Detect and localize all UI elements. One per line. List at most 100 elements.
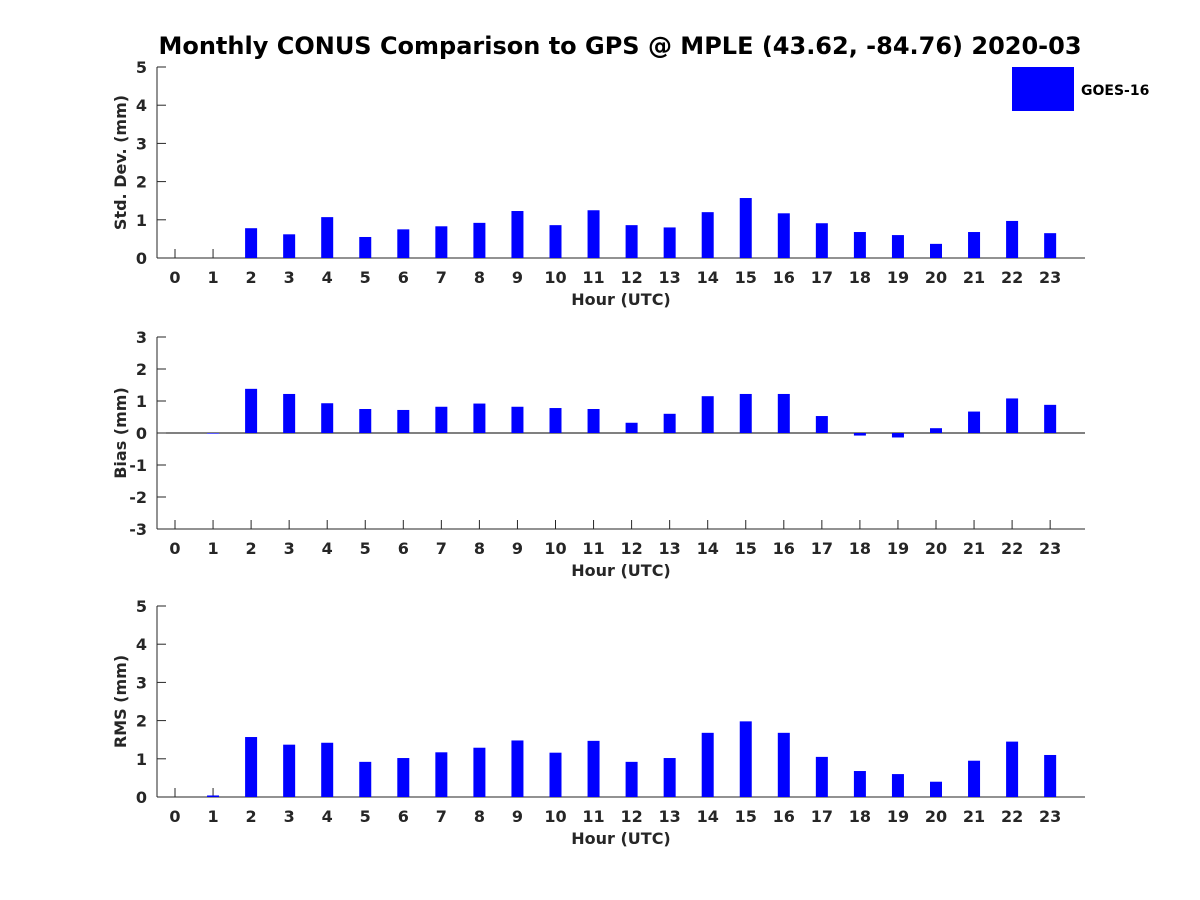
x-tick-label: 10 [544,268,566,287]
x-tick-label: 22 [1001,268,1023,287]
bar [815,416,828,433]
bar [473,403,486,433]
y-tick-label: 3 [136,328,147,347]
x-tick-label: 19 [887,268,909,287]
x-tick-label: 18 [849,268,871,287]
bar [549,225,562,258]
x-tick-label: 9 [512,268,523,287]
bar [473,222,486,258]
x-tick-label: 22 [1001,807,1023,826]
x-tick-label: 23 [1039,807,1061,826]
bar [663,413,676,433]
legend: GOES-16 [1012,67,1149,111]
y-axis-label: RMS (mm) [111,655,130,748]
bar [1044,233,1057,258]
x-tick-label: 4 [322,539,333,558]
x-tick-label: 15 [735,539,757,558]
bar [245,388,258,433]
bar [435,226,448,258]
y-tick-label: 2 [136,712,147,731]
bar [283,393,296,433]
x-tick-label: 17 [811,268,833,287]
bar [777,732,790,797]
y-axis-label: Bias (mm) [111,387,130,479]
y-tick-label: 1 [136,750,147,769]
x-tick-label: 11 [582,539,604,558]
bar [930,243,942,258]
x-tick-label: 6 [398,268,409,287]
bar [815,223,828,258]
x-tick-label: 19 [887,539,909,558]
bar [930,781,942,797]
y-tick-label: 3 [136,134,147,153]
x-tick-label: 13 [659,539,681,558]
x-tick-label: 3 [284,268,295,287]
bar [283,744,296,797]
x-tick-label: 14 [697,539,719,558]
y-tick-label: -1 [129,456,147,475]
x-tick-label: 23 [1039,539,1061,558]
x-axis-label: Hour (UTC) [571,290,671,309]
bar [587,210,600,258]
chart-title: Monthly CONUS Comparison to GPS @ MPLE (… [158,32,1081,60]
bar [1006,220,1019,258]
bar [930,428,942,433]
y-tick-label: 4 [136,96,147,115]
bar [1044,404,1057,433]
bar [207,795,220,797]
x-tick-label: 19 [887,807,909,826]
bar [968,232,981,258]
bar [511,406,524,433]
bar [321,217,334,258]
bar [815,756,828,797]
x-tick-label: 4 [322,807,333,826]
bar [283,234,296,258]
bar [625,422,638,433]
x-tick-label: 12 [620,268,642,287]
bar [739,393,752,433]
y-tick-label: 1 [136,392,147,411]
x-tick-label: 11 [582,268,604,287]
bar [359,761,372,797]
bar [891,433,904,438]
bar [968,411,981,433]
x-tick-label: 21 [963,268,985,287]
bar [701,732,714,797]
y-tick-label: 0 [136,788,147,807]
y-tick-label: 0 [136,249,147,268]
x-tick-label: 9 [512,807,523,826]
bar [625,761,638,797]
x-tick-label: 2 [246,268,257,287]
x-tick-label: 13 [659,807,681,826]
bar [701,212,714,258]
bar [968,760,981,797]
bar [511,740,524,797]
x-tick-label: 21 [963,807,985,826]
x-tick-label: 17 [811,539,833,558]
x-tick-label: 6 [398,539,409,558]
x-tick-label: 16 [773,268,795,287]
x-tick-label: 10 [544,807,566,826]
x-tick-label: 15 [735,268,757,287]
x-tick-label: 20 [925,807,947,826]
x-tick-label: 1 [207,539,218,558]
bar [207,433,220,434]
x-tick-label: 12 [620,539,642,558]
x-axis-label: Hour (UTC) [571,561,671,580]
x-tick-label: 21 [963,539,985,558]
bar [321,403,334,433]
legend-swatch-goes-16 [1012,67,1074,111]
x-tick-label: 2 [246,539,257,558]
bar [891,235,904,258]
bar [739,721,752,797]
bar [1006,398,1019,433]
x-tick-label: 16 [773,539,795,558]
bar [1006,741,1019,797]
bar [245,737,258,797]
bar [891,774,904,797]
x-tick-label: 14 [697,268,719,287]
x-tick-label: 17 [811,807,833,826]
